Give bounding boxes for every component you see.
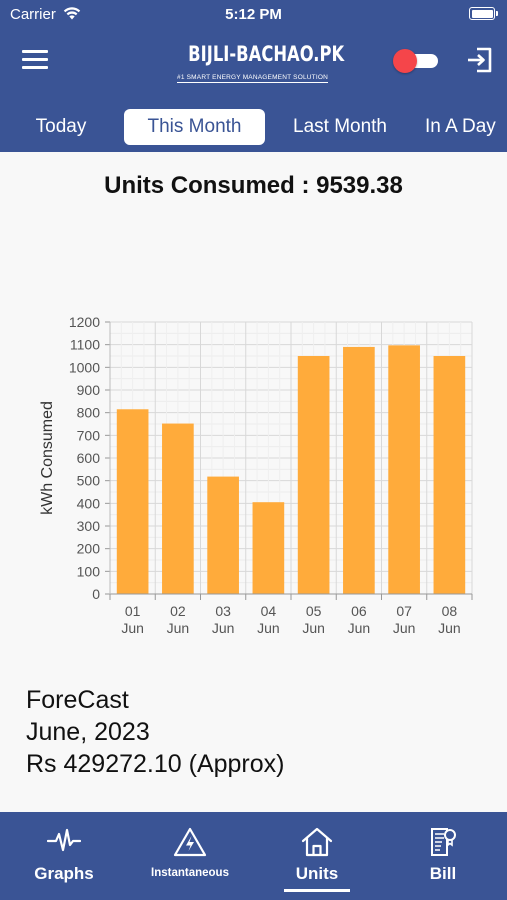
app-header: Carrier 5:12 PM BIJLI-BACHAO.PK #1 SMART… [0,0,507,152]
tabbar-graphs[interactable]: Graphs [24,812,104,900]
mode-toggle[interactable] [392,49,438,73]
tabbar-instantaneous[interactable]: Instantaneous [140,812,240,900]
logo-title: BIJLI-BACHAO.PK [188,42,345,66]
chart-bar [116,409,149,594]
x-tick-label: 03 Jun [212,603,235,636]
tabbar-label-units: Units [295,864,339,883]
x-tick-label: 07 Jun [393,603,416,636]
tabbar-units[interactable]: Units [284,812,350,900]
x-tick-label: 08 Jun [438,603,461,636]
battery-icon [469,7,498,20]
chart-bar [343,346,375,594]
x-tick-label: 02 Jun [167,603,190,636]
forecast-period: June, 2023 [26,718,150,746]
active-tab-indicator [284,889,350,892]
units-bar-chart: 0 100 200 300 400 500 600 700 800 900 1000 1100 1200… [39,314,473,636]
y-tick-label: 700 [77,427,101,443]
chart-bar [207,476,239,594]
app-logo: BIJLI-BACHAO.PK #1 SMART ENERGY MANAGEME… [170,42,345,84]
chart-bar [297,356,330,594]
y-axis-label: kWh Consumed [39,401,56,515]
logout-icon[interactable] [465,45,495,75]
forecast-heading: ForeCast [26,686,129,714]
y-tick-label: 300 [77,518,101,534]
y-tick-label: 1100 [70,337,100,353]
tabbar-label-instantaneous: Instantaneous [151,867,229,879]
y-tick-label: 1200 [69,314,100,330]
bill-icon [431,828,456,856]
chart-bar [433,356,466,594]
y-tick-label: 0 [92,586,100,602]
y-tick-label: 1000 [69,359,100,375]
tabbar-label-graphs: Graphs [34,864,94,883]
toggle-knob [393,49,417,73]
y-tick-label: 200 [77,541,101,557]
home-icon [301,827,333,857]
tabbar-bill[interactable]: Bill [408,812,478,900]
y-tick-label: 100 [77,563,101,579]
chart-axes: 0 100 200 300 400 500 600 700 800 900 1000 1100 1200… [69,314,473,636]
y-tick-label: 900 [77,382,101,398]
chart-bars [116,345,466,594]
x-tick-label: 01 Jun [121,603,144,636]
tab-last-month[interactable]: Last Month [293,116,387,137]
wifi-icon [63,7,81,20]
x-tick-label: 06 Jun [348,603,371,636]
y-tick-label: 500 [77,473,101,489]
chart-bar [252,502,285,594]
y-tick-label: 400 [77,495,101,511]
chart-bar [388,345,420,594]
hamburger-menu-icon[interactable] [22,50,48,70]
tabbar-label-bill: Bill [429,864,457,883]
y-tick-label: 600 [77,450,101,466]
status-bar: Carrier 5:12 PM [0,0,507,28]
bottom-tab-bar: Graphs Instantaneous Units Bill [0,812,507,900]
y-tick-label: 800 [77,405,101,421]
tab-this-month[interactable]: This Month [124,109,265,145]
chart-bar [162,423,194,594]
lightning-triangle-icon [173,827,207,857]
logo-subtitle: #1 SMART ENERGY MANAGEMENT SOLUTION [177,74,328,83]
period-tabs: Today This Month Last Month In A Day [0,106,507,146]
tab-in-a-day[interactable]: In A Day [425,116,496,137]
status-time: 5:12 PM [225,6,282,23]
x-tick-label: 05 Jun [302,603,325,636]
pulse-icon [47,828,81,852]
carrier-label: Carrier [10,6,56,23]
units-consumed-title: Units Consumed : 9539.38 [104,172,403,199]
tab-today[interactable]: Today [35,116,87,137]
x-tick-label: 04 Jun [257,603,280,636]
forecast-section: ForeCast June, 2023 Rs 429272.10 (Approx… [26,684,284,780]
forecast-amount: Rs 429272.10 (Approx) [26,750,285,778]
